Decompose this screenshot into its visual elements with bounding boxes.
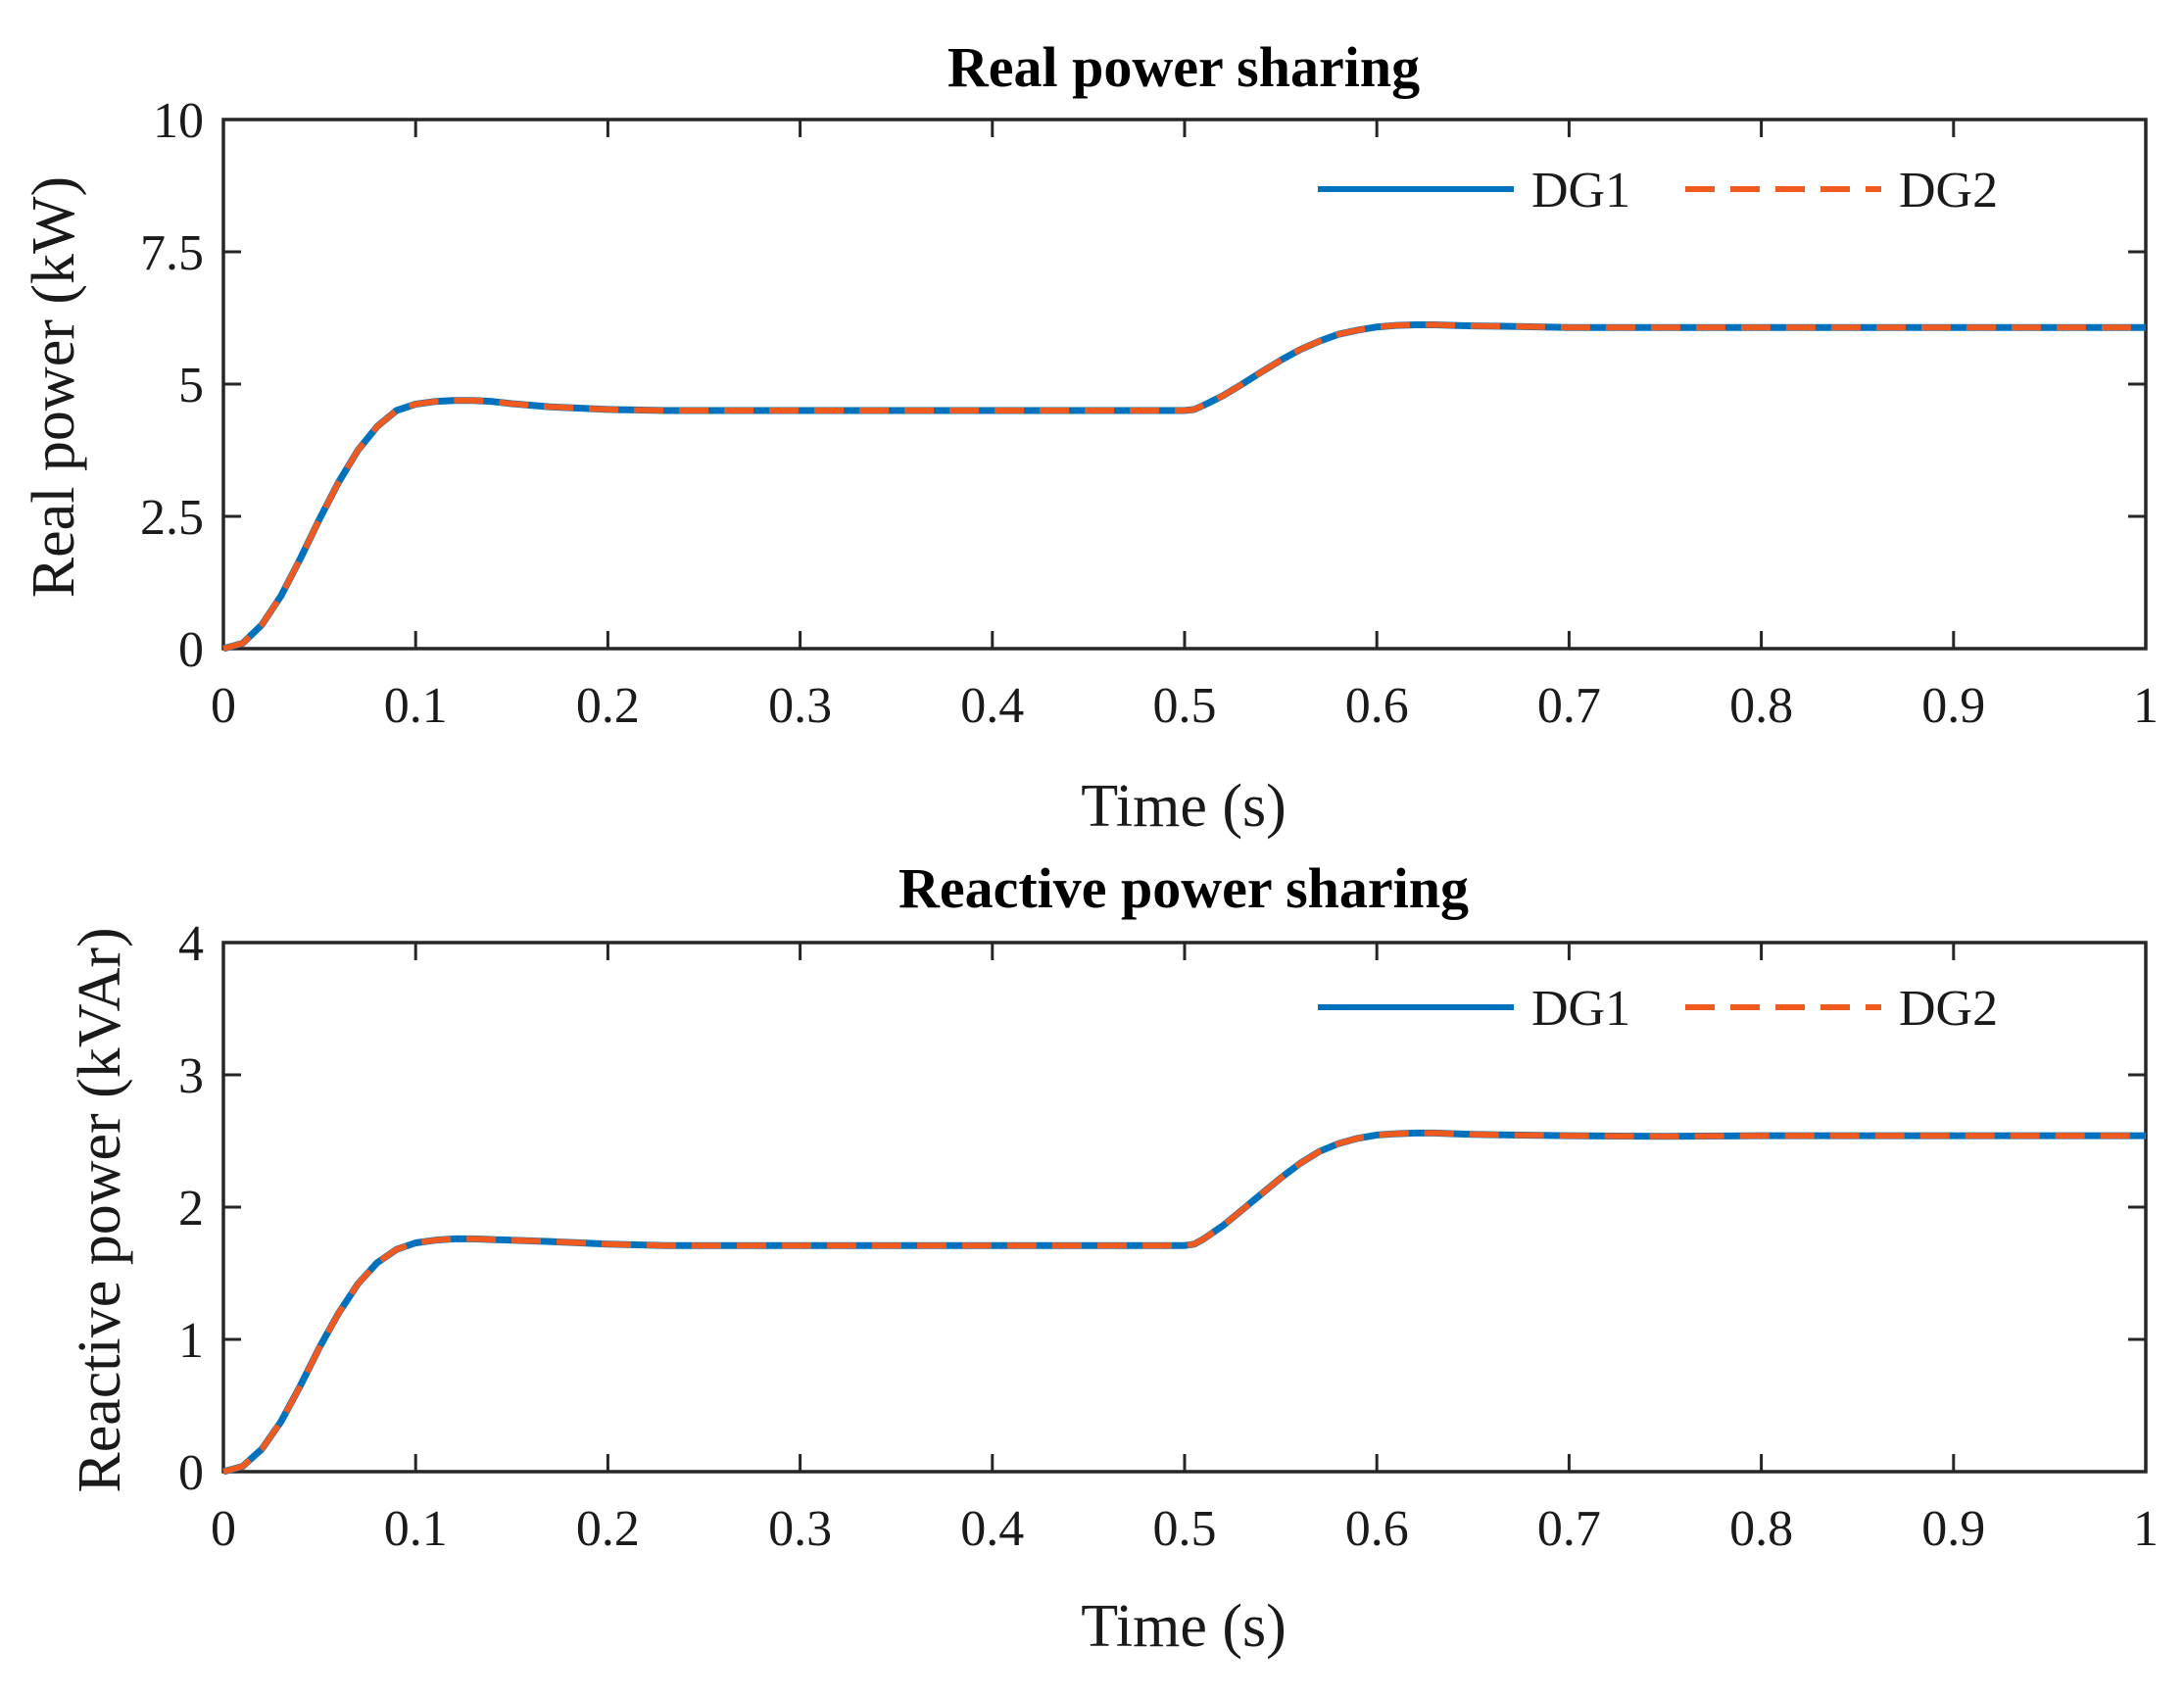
legend-label-dg2: DG2 bbox=[1899, 163, 1998, 218]
x-tick-label: 0.4 bbox=[960, 678, 1024, 734]
x-axis-label: Time (s) bbox=[1081, 773, 1286, 840]
legend-label-dg2: DG2 bbox=[1899, 981, 1998, 1037]
x-tick-label: 0.8 bbox=[1729, 1501, 1793, 1557]
x-tick-label: 0.4 bbox=[960, 1501, 1024, 1557]
y-axis-label: Real power (kW) bbox=[21, 176, 87, 598]
x-tick-label: 0.2 bbox=[576, 678, 640, 734]
x-tick-label: 0.3 bbox=[768, 1501, 832, 1557]
legend: DG1 DG2 bbox=[1318, 981, 1998, 1037]
y-tick-label: 0 bbox=[178, 1445, 204, 1501]
legend-label-dg1: DG1 bbox=[1531, 163, 1630, 218]
y-axis-label: Reactive power (kVAr) bbox=[67, 927, 133, 1492]
x-tick-label: 0.3 bbox=[768, 678, 832, 734]
legend: DG1 DG2 bbox=[1318, 163, 1998, 218]
x-tick-label: 0.8 bbox=[1729, 678, 1793, 734]
x-axis-label: Time (s) bbox=[1081, 1593, 1286, 1660]
x-tick-label: 0 bbox=[211, 678, 236, 734]
legend-label-dg1: DG1 bbox=[1531, 981, 1630, 1037]
plot-area: 0 0.1 0.2 0.3 0.4 0.5 0.6 0.7 0.8 0.9 1 0 1 2 3 4 DG1 DG2 bbox=[178, 916, 2159, 1557]
x-tick-label: 1 bbox=[2133, 1501, 2159, 1557]
x-tick-label: 0.6 bbox=[1345, 1501, 1409, 1557]
x-tick-label: 0.6 bbox=[1345, 678, 1409, 734]
y-tick-label: 2.5 bbox=[140, 490, 204, 546]
y-tick-label: 1 bbox=[178, 1313, 204, 1369]
series-line-dg1 bbox=[222, 321, 2146, 653]
x-tick-label: 1 bbox=[2133, 678, 2159, 734]
plot-area: 0 0.1 0.2 0.3 0.4 0.5 0.6 0.7 0.8 0.9 102.557.510D… bbox=[140, 93, 2159, 734]
reactive-power-chart: Reactive power sharing 0 0.1 0.2 0.3 0.4 0.5 0… bbox=[67, 856, 2159, 1660]
x-tick-label: 0.9 bbox=[1921, 1501, 1985, 1557]
x-tick-label: 0.7 bbox=[1537, 1501, 1601, 1557]
chart-title: Real power sharing bbox=[947, 35, 1420, 99]
chart-title: Reactive power sharing bbox=[898, 856, 1469, 920]
series-line-dg1 bbox=[222, 1129, 2146, 1476]
axes-box bbox=[221, 941, 2148, 1474]
y-tick-label: 5 bbox=[178, 358, 204, 413]
y-tick-label: 0 bbox=[178, 622, 204, 678]
x-tick-label: 0.2 bbox=[576, 1501, 640, 1557]
x-tick-label: 0 bbox=[211, 1501, 236, 1557]
series-line-dg2 bbox=[222, 321, 2146, 652]
x-tick-label: 0.5 bbox=[1153, 1501, 1217, 1557]
y-tick-label: 2 bbox=[178, 1181, 204, 1237]
x-tick-label: 0.7 bbox=[1537, 678, 1601, 734]
x-tick-label: 0.1 bbox=[384, 678, 448, 734]
y-tick-label: 10 bbox=[153, 93, 204, 149]
x-tick-label: 0.1 bbox=[384, 1501, 448, 1557]
x-tick-label: 0.9 bbox=[1921, 678, 1985, 734]
y-tick-label: 4 bbox=[178, 916, 204, 972]
axes-box bbox=[221, 118, 2148, 651]
x-tick-label: 0.5 bbox=[1153, 678, 1217, 734]
y-tick-label: 7.5 bbox=[140, 225, 204, 281]
series-line-dg2 bbox=[222, 1130, 2146, 1475]
y-tick-label: 3 bbox=[178, 1048, 204, 1104]
real-power-chart: Real power sharing 0 0.1 0.2 0.3 0.4 0.5 0.6 0.… bbox=[21, 35, 2159, 840]
